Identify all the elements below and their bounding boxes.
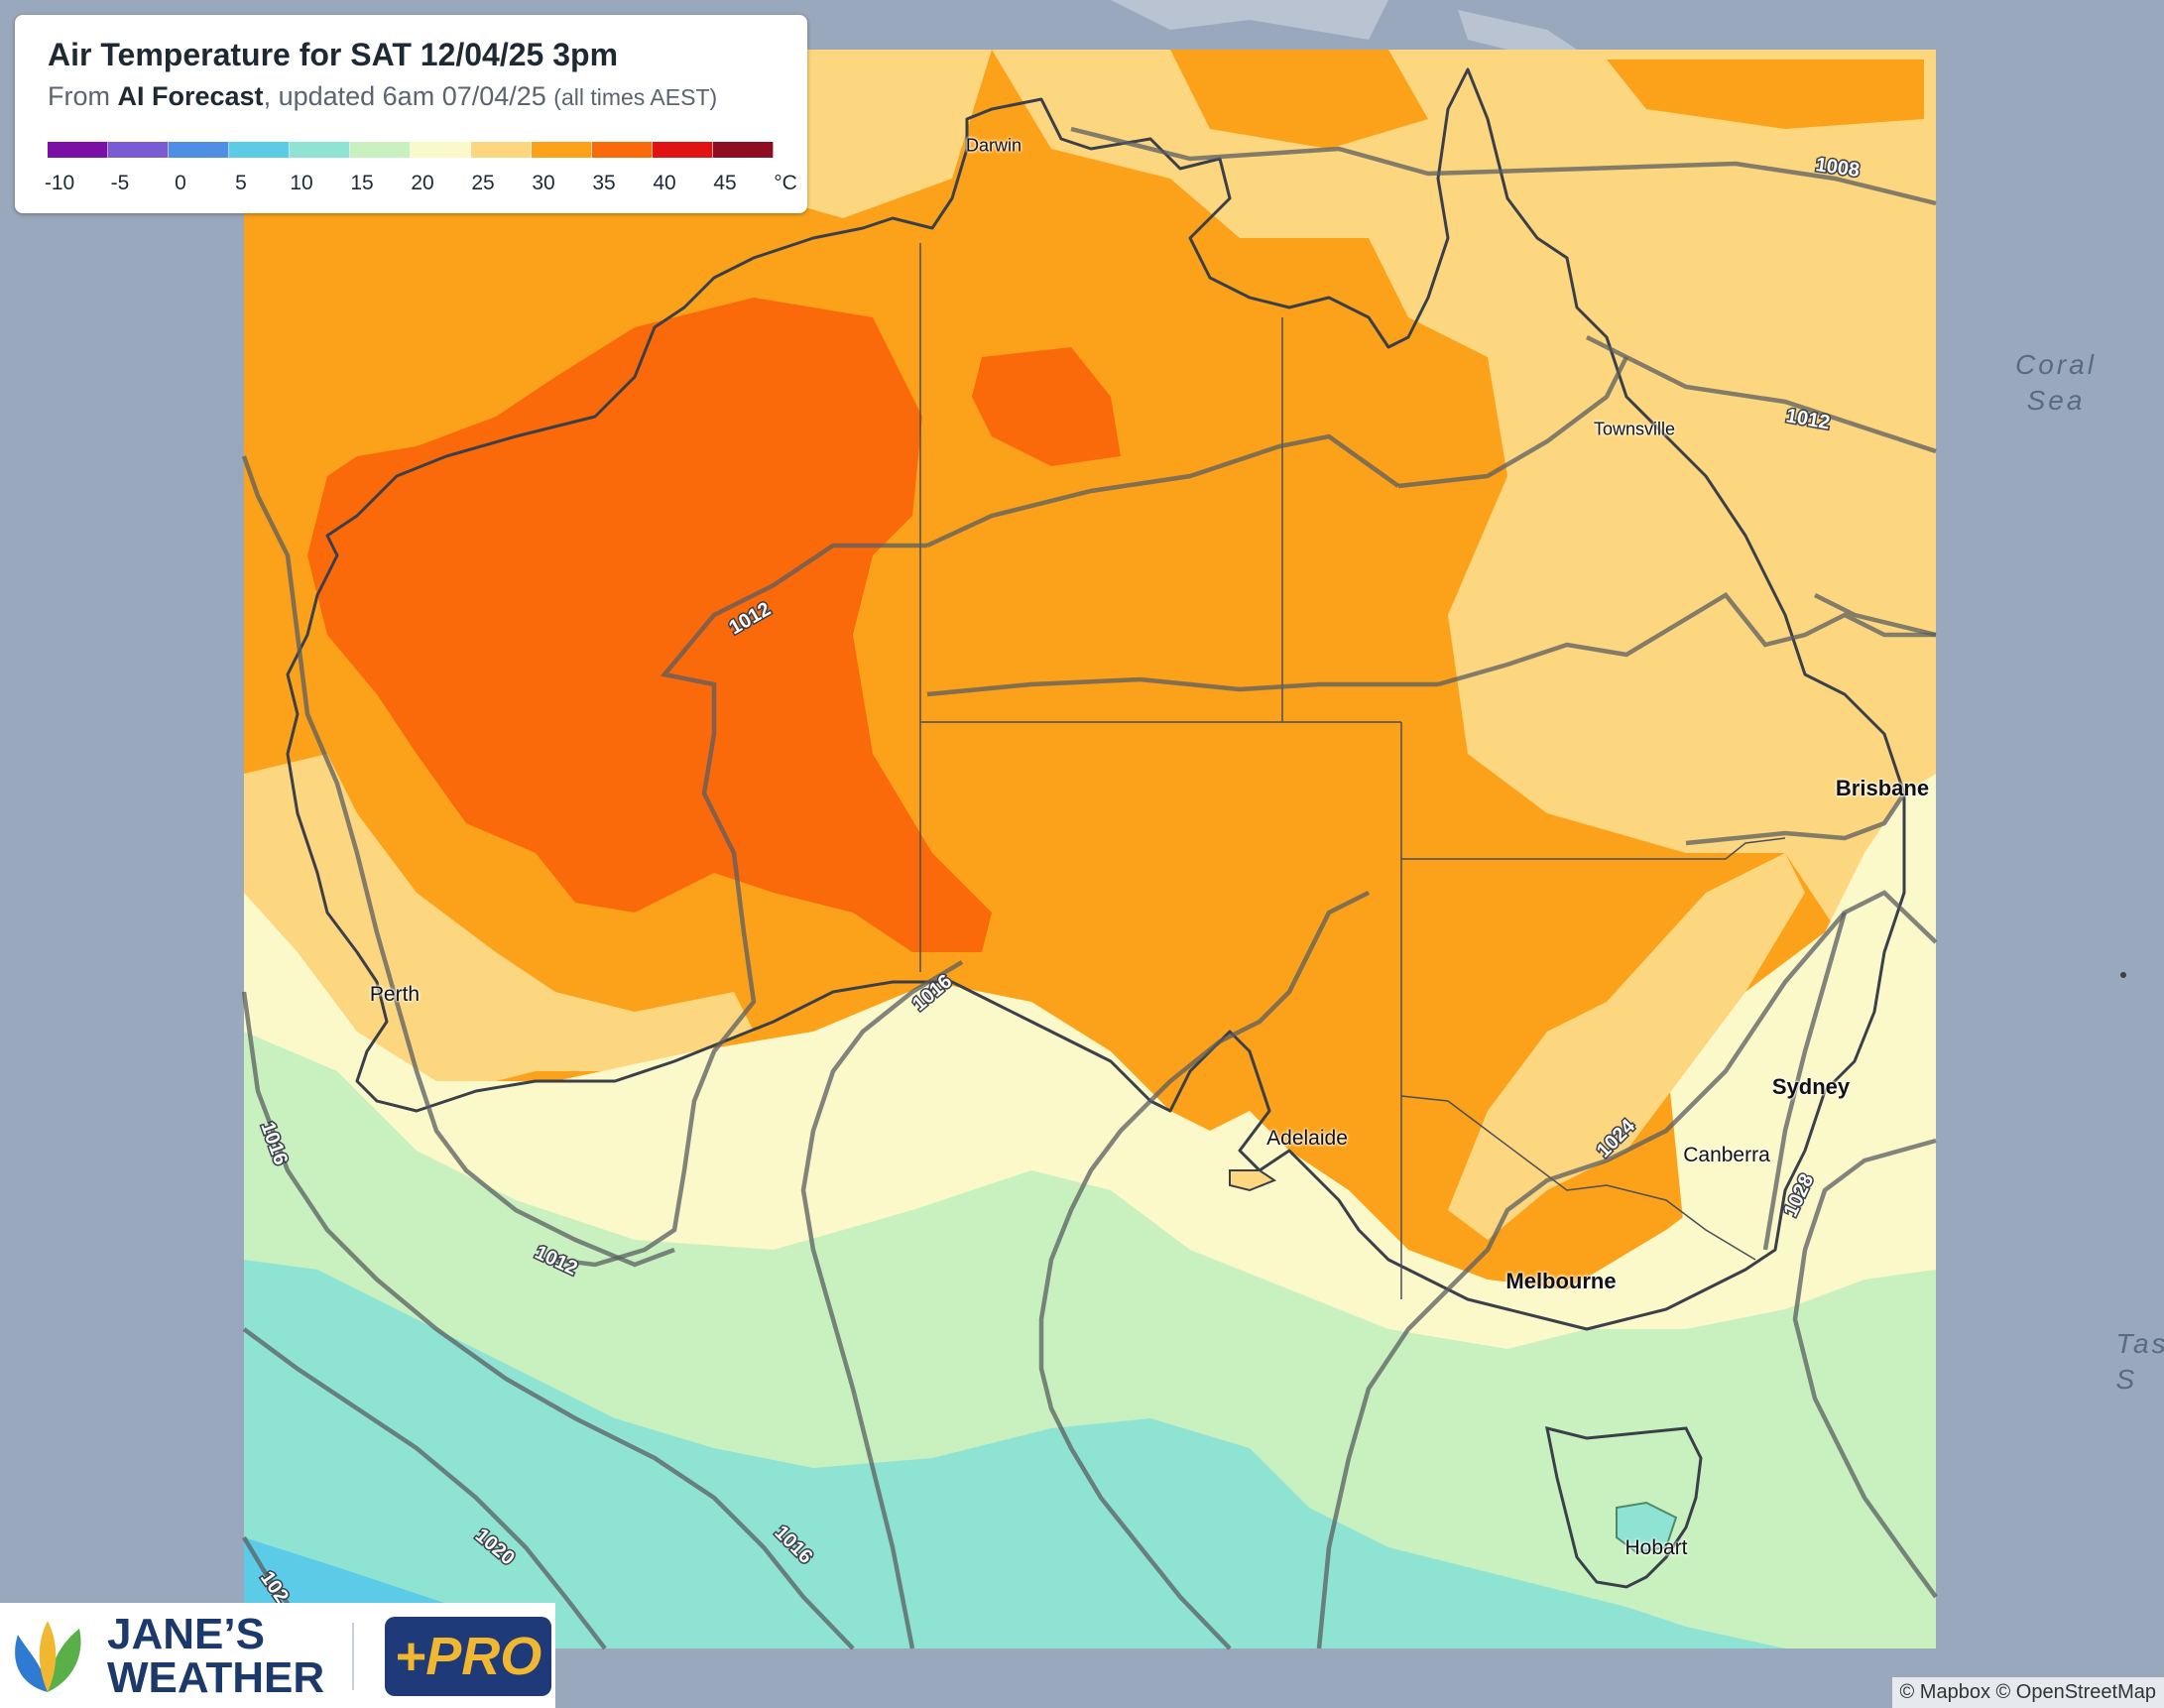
scale-label: 0 bbox=[175, 172, 186, 194]
city-label-sydney[interactable]: Sydney bbox=[1771, 1074, 1851, 1099]
city-label-adelaide[interactable]: Adelaide bbox=[1266, 1127, 1348, 1150]
pro-badge[interactable]: +PRO bbox=[385, 1617, 551, 1696]
scale-swatch bbox=[532, 142, 592, 158]
scale-swatch bbox=[471, 142, 532, 158]
brand-name: JANE’S WEATHER bbox=[107, 1613, 324, 1700]
landmass-north bbox=[992, 0, 1388, 40]
scale-swatch bbox=[350, 142, 411, 158]
scale-label: -10 bbox=[44, 172, 75, 194]
legend-title: Air Temperature for SAT 12/04/25 3pm bbox=[48, 37, 619, 72]
isobars bbox=[241, 126, 1938, 1650]
scale-label: °C bbox=[774, 172, 797, 194]
state-borders bbox=[919, 243, 1786, 1299]
scale-swatch bbox=[411, 142, 471, 158]
scale-swatch bbox=[290, 142, 350, 158]
tasman-sea-label: Tas S bbox=[2115, 1326, 2164, 1398]
brand-divider bbox=[352, 1623, 354, 1690]
scale-label: 45 bbox=[713, 172, 737, 194]
janes-weather-logo-icon bbox=[15, 1621, 81, 1692]
scale-swatch bbox=[108, 142, 169, 158]
city-label-perth[interactable]: Perth bbox=[369, 983, 421, 1006]
scale-label: 35 bbox=[592, 172, 616, 194]
island-dot bbox=[2120, 972, 2126, 978]
scale-label: 5 bbox=[235, 172, 247, 194]
coral-sea-label-line2: Sea bbox=[2026, 385, 2086, 416]
scale-label: 40 bbox=[653, 172, 676, 194]
scale-label: 25 bbox=[471, 172, 495, 194]
color-scale-bar bbox=[48, 142, 774, 158]
brand-name-line1: JANE’S bbox=[107, 1610, 265, 1658]
city-label-canberra[interactable]: Canberra bbox=[1683, 1144, 1770, 1166]
brand-banner[interactable]: JANE’S WEATHER +PRO bbox=[0, 1603, 555, 1708]
city-label-melbourne[interactable]: Melbourne bbox=[1505, 1269, 1617, 1293]
legend-source-model: AI Forecast bbox=[117, 81, 264, 111]
scale-label: 10 bbox=[290, 172, 313, 194]
city-label-darwin[interactable]: Darwin bbox=[965, 135, 1022, 156]
tasman-sea-label-line1: Tas bbox=[2115, 1328, 2164, 1359]
legend-source-timezone: (all times AEST) bbox=[553, 84, 718, 110]
coral-sea-label: Coral Sea bbox=[2015, 347, 2097, 419]
temperature-field bbox=[244, 50, 1936, 1648]
scale-swatch bbox=[169, 142, 229, 158]
color-scale-labels: -10 -5 0 5 10 15 20 25 30 35 40 45 °C bbox=[15, 172, 807, 201]
brand-name-line2: WEATHER bbox=[107, 1653, 325, 1702]
city-label-hobart[interactable]: Hobart bbox=[1624, 1536, 1688, 1559]
scale-swatch bbox=[48, 142, 108, 158]
scale-label: 20 bbox=[411, 172, 434, 194]
coral-sea-label-line1: Coral bbox=[2015, 349, 2097, 380]
legend-source-prefix: From bbox=[48, 81, 118, 111]
scale-swatch bbox=[653, 142, 713, 158]
scale-label: 30 bbox=[532, 172, 555, 194]
map-attribution[interactable]: © Mapbox © OpenStreetMap bbox=[1891, 1677, 2164, 1708]
scale-swatch bbox=[592, 142, 653, 158]
australia-coastline bbox=[286, 67, 1906, 1331]
legend-subtitle: From AI Forecast, updated 6am 07/04/25 (… bbox=[48, 80, 807, 113]
scale-swatch bbox=[713, 142, 774, 158]
legend-source-updated: , updated 6am 07/04/25 bbox=[263, 81, 554, 111]
city-label-brisbane[interactable]: Brisbane bbox=[1835, 776, 1930, 800]
city-label-townsville[interactable]: Townsville bbox=[1593, 419, 1676, 439]
scale-swatch bbox=[229, 142, 290, 158]
tasman-sea-label-line2: S bbox=[2115, 1364, 2138, 1395]
legend-panel: Air Temperature for SAT 12/04/25 3pm Fro… bbox=[15, 15, 807, 213]
scale-label: 15 bbox=[350, 172, 374, 194]
scale-label: -5 bbox=[110, 172, 130, 194]
